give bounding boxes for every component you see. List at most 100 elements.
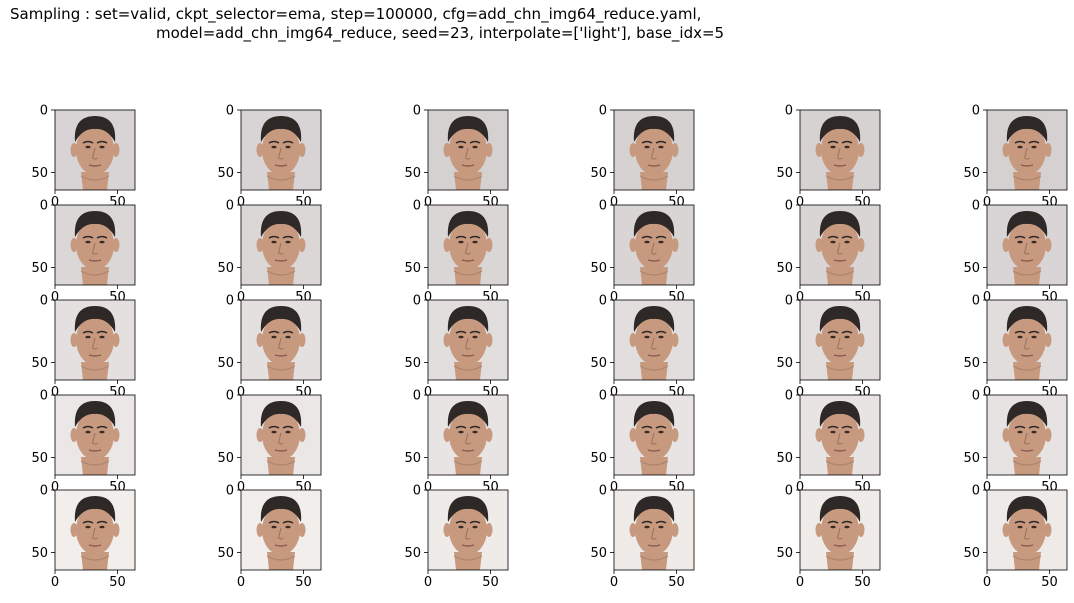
y-tick-label: 50: [217, 166, 234, 181]
axes-frame: [54, 299, 136, 381]
x-tick-label: 50: [1041, 575, 1058, 590]
face-image: [629, 306, 679, 380]
face-image: [443, 306, 493, 380]
title-line-1: Sampling : set=valid, ckpt_selector=ema,…: [10, 5, 702, 23]
axes-frame: [240, 394, 322, 476]
y-tick-label: 0: [599, 104, 607, 119]
face-image: [70, 401, 120, 475]
y-tick-label: 50: [776, 546, 793, 561]
x-tick-label: 0: [796, 480, 804, 495]
face-image: [443, 211, 493, 285]
y-tick-label: 50: [590, 261, 607, 276]
y-tick-label: 50: [963, 356, 980, 371]
face-image: [256, 306, 306, 380]
x-tick-label: 0: [51, 575, 59, 590]
y-tick-label: 0: [785, 104, 793, 119]
axes-frame: [613, 109, 695, 191]
axes-frame: [54, 204, 136, 286]
x-tick-label: 0: [983, 575, 991, 590]
face-image: [1002, 306, 1052, 380]
face-image: [256, 211, 306, 285]
axes-frame: [54, 109, 136, 191]
y-tick-label: 50: [404, 261, 421, 276]
y-tick-label: 0: [785, 484, 793, 499]
x-tick-label: 0: [610, 195, 618, 210]
y-tick-label: 50: [31, 166, 48, 181]
y-tick-label: 50: [963, 166, 980, 181]
face-image: [629, 401, 679, 475]
face-image: [1002, 401, 1052, 475]
x-tick-label: 0: [610, 480, 618, 495]
axes-frame: [613, 299, 695, 381]
face-image: [815, 306, 865, 380]
axes-frame: [427, 489, 509, 571]
x-tick-label: 0: [237, 195, 245, 210]
x-tick-label: 0: [983, 385, 991, 400]
x-tick-label: 0: [51, 480, 59, 495]
face-image: [70, 211, 120, 285]
x-tick-label: 0: [424, 290, 432, 305]
y-tick-label: 0: [785, 389, 793, 404]
y-tick-label: 50: [590, 546, 607, 561]
x-tick-label: 0: [51, 195, 59, 210]
x-tick-label: 0: [237, 575, 245, 590]
face-image: [815, 401, 865, 475]
face-image: [443, 116, 493, 190]
x-tick-label: 0: [983, 290, 991, 305]
y-tick-label: 50: [404, 546, 421, 561]
y-tick-label: 0: [226, 294, 234, 309]
x-tick-label: 0: [424, 385, 432, 400]
face-image: [256, 401, 306, 475]
x-tick-label: 50: [854, 575, 871, 590]
x-tick-label: 0: [51, 290, 59, 305]
y-tick-label: 50: [217, 546, 234, 561]
face-image: [815, 496, 865, 570]
axes-frame: [986, 109, 1068, 191]
axes-frame: [613, 489, 695, 571]
axes-frame: [427, 394, 509, 476]
x-tick-label: 0: [424, 575, 432, 590]
face-image: [629, 211, 679, 285]
y-tick-label: 0: [40, 389, 48, 404]
y-tick-label: 50: [217, 451, 234, 466]
axes-frame: [54, 394, 136, 476]
face-image: [443, 401, 493, 475]
axes-frame: [986, 204, 1068, 286]
face-image: [1002, 496, 1052, 570]
y-tick-label: 0: [599, 294, 607, 309]
x-tick-label: 0: [610, 290, 618, 305]
face-image: [256, 116, 306, 190]
y-tick-label: 0: [40, 484, 48, 499]
y-tick-label: 50: [31, 451, 48, 466]
y-tick-label: 50: [776, 166, 793, 181]
axes-frame: [613, 394, 695, 476]
y-tick-label: 50: [404, 451, 421, 466]
y-tick-label: 50: [776, 261, 793, 276]
y-tick-label: 0: [972, 389, 980, 404]
x-tick-label: 0: [51, 385, 59, 400]
y-tick-label: 50: [963, 546, 980, 561]
x-tick-label: 0: [796, 290, 804, 305]
face-image: [629, 496, 679, 570]
face-image: [1002, 116, 1052, 190]
axes-frame: [613, 204, 695, 286]
axes-frame: [240, 299, 322, 381]
y-tick-label: 0: [972, 484, 980, 499]
